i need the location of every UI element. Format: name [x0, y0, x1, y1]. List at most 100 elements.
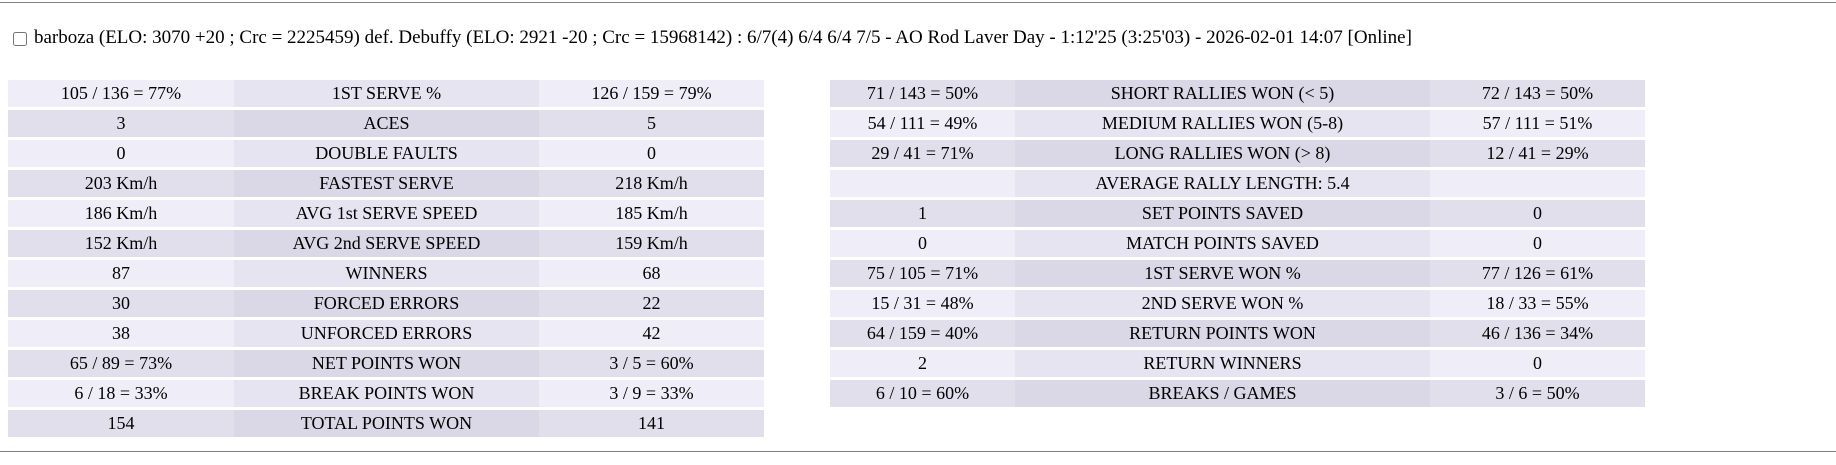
- stat-label-cell: SET POINTS SAVED: [1015, 200, 1430, 227]
- stat-label-cell: ACES: [234, 110, 539, 137]
- player2-stat-cell: 72 / 143 = 50%: [1430, 80, 1645, 107]
- player1-stat-cell: 6 / 10 = 60%: [830, 380, 1015, 407]
- player2-stat-cell: 0: [1430, 200, 1645, 227]
- stats-row: 64 / 159 = 40% RETURN POINTS WON 46 / 13…: [830, 320, 1645, 347]
- match-select-checkbox[interactable]: [13, 32, 27, 46]
- player2-stat-cell: 218 Km/h: [539, 170, 764, 197]
- stats-row: 186 Km/h AVG 1st SERVE SPEED 185 Km/h: [8, 200, 764, 227]
- stats-row: 71 / 143 = 50% SHORT RALLIES WON (< 5) 7…: [830, 80, 1645, 107]
- player2-stat-cell: 126 / 159 = 79%: [539, 80, 764, 107]
- player1-stat-cell: 15 / 31 = 48%: [830, 290, 1015, 317]
- player1-stat-cell: 105 / 136 = 77%: [8, 80, 234, 107]
- player2-stat-cell: 42: [539, 320, 764, 347]
- player1-stat-cell: 1: [830, 200, 1015, 227]
- player1-stat-cell: 87: [8, 260, 234, 287]
- stats-row: 38 UNFORCED ERRORS 42: [8, 320, 764, 347]
- player1-stat-cell: 75 / 105 = 71%: [830, 260, 1015, 287]
- player1-stat-cell: 54 / 111 = 49%: [830, 110, 1015, 137]
- player2-stat-cell: 68: [539, 260, 764, 287]
- stats-row: 54 / 111 = 49% MEDIUM RALLIES WON (5-8) …: [830, 110, 1645, 137]
- player2-stat-cell: 12 / 41 = 29%: [1430, 140, 1645, 167]
- player1-stat-cell: 65 / 89 = 73%: [8, 350, 234, 377]
- player1-stat-cell: 64 / 159 = 40%: [830, 320, 1015, 347]
- stats-row: 15 / 31 = 48% 2ND SERVE WON % 18 / 33 = …: [830, 290, 1645, 317]
- stat-label-cell: RETURN POINTS WON: [1015, 320, 1430, 347]
- stats-row: 65 / 89 = 73% NET POINTS WON 3 / 5 = 60%: [8, 350, 764, 377]
- player2-stat-cell: 0: [1430, 350, 1645, 377]
- player2-stat-cell: 185 Km/h: [539, 200, 764, 227]
- player2-stat-cell: 22: [539, 290, 764, 317]
- player2-stat-cell: 57 / 111 = 51%: [1430, 110, 1645, 137]
- top-divider: [0, 2, 1836, 3]
- stat-label-cell: AVG 2nd SERVE SPEED: [234, 230, 539, 257]
- stat-label-cell: NET POINTS WON: [234, 350, 539, 377]
- stat-label-cell: TOTAL POINTS WON: [234, 410, 539, 437]
- stats-row: 2 RETURN WINNERS 0: [830, 350, 1645, 377]
- stats-row: 87 WINNERS 68: [8, 260, 764, 287]
- stat-label-cell: 2ND SERVE WON %: [1015, 290, 1430, 317]
- serve-stats-table: 105 / 136 = 77% 1ST SERVE % 126 / 159 = …: [8, 77, 764, 440]
- player1-stat-cell: 29 / 41 = 71%: [830, 140, 1015, 167]
- player1-stat-cell: 71 / 143 = 50%: [830, 80, 1015, 107]
- stat-label-cell: RETURN WINNERS: [1015, 350, 1430, 377]
- stats-row: AVERAGE RALLY LENGTH: 5.4: [830, 170, 1645, 197]
- stats-row: 6 / 18 = 33% BREAK POINTS WON 3 / 9 = 33…: [8, 380, 764, 407]
- match-summary: barboza (ELO: 3070 +20 ; Crc = 2225459) …: [34, 27, 1412, 48]
- stats-row: 3 ACES 5: [8, 110, 764, 137]
- stat-label-cell: SHORT RALLIES WON (< 5): [1015, 80, 1430, 107]
- player1-stat-cell: 203 Km/h: [8, 170, 234, 197]
- player1-stat-cell: 30: [8, 290, 234, 317]
- player1-stat-cell: 186 Km/h: [8, 200, 234, 227]
- stats-row: 6 / 10 = 60% BREAKS / GAMES 3 / 6 = 50%: [830, 380, 1645, 407]
- stat-label-cell: WINNERS: [234, 260, 539, 287]
- player2-stat-cell: 46 / 136 = 34%: [1430, 320, 1645, 347]
- stat-label-cell: MATCH POINTS SAVED: [1015, 230, 1430, 257]
- stats-row: 1 SET POINTS SAVED 0: [830, 200, 1645, 227]
- stat-label-cell: 1ST SERVE WON %: [1015, 260, 1430, 287]
- player2-stat-cell: 159 Km/h: [539, 230, 764, 257]
- player1-stat-cell: 6 / 18 = 33%: [8, 380, 234, 407]
- stats-row: 105 / 136 = 77% 1ST SERVE % 126 / 159 = …: [8, 80, 764, 107]
- player2-stat-cell: [1430, 170, 1645, 197]
- player2-stat-cell: 18 / 33 = 55%: [1430, 290, 1645, 317]
- player2-stat-cell: 0: [539, 140, 764, 167]
- player1-stat-cell: 152 Km/h: [8, 230, 234, 257]
- stats-row: 75 / 105 = 71% 1ST SERVE WON % 77 / 126 …: [830, 260, 1645, 287]
- stats-row: 0 MATCH POINTS SAVED 0: [830, 230, 1645, 257]
- bottom-divider: [0, 451, 1836, 452]
- player1-stat-cell: [830, 170, 1015, 197]
- rally-stats-table: 71 / 143 = 50% SHORT RALLIES WON (< 5) 7…: [830, 77, 1645, 410]
- stat-label-cell: LONG RALLIES WON (> 8): [1015, 140, 1430, 167]
- stats-row: 29 / 41 = 71% LONG RALLIES WON (> 8) 12 …: [830, 140, 1645, 167]
- player1-stat-cell: 3: [8, 110, 234, 137]
- player2-stat-cell: 141: [539, 410, 764, 437]
- stats-row: 30 FORCED ERRORS 22: [8, 290, 764, 317]
- player1-stat-cell: 154: [8, 410, 234, 437]
- stat-label-cell: FASTEST SERVE: [234, 170, 539, 197]
- player2-stat-cell: 3 / 5 = 60%: [539, 350, 764, 377]
- player1-stat-cell: 2: [830, 350, 1015, 377]
- stat-label-cell: UNFORCED ERRORS: [234, 320, 539, 347]
- player2-stat-cell: 3 / 9 = 33%: [539, 380, 764, 407]
- stat-label-cell: BREAK POINTS WON: [234, 380, 539, 407]
- player2-stat-cell: 5: [539, 110, 764, 137]
- stat-label-cell: BREAKS / GAMES: [1015, 380, 1430, 407]
- stats-row: 152 Km/h AVG 2nd SERVE SPEED 159 Km/h: [8, 230, 764, 257]
- stats-row: 0 DOUBLE FAULTS 0: [8, 140, 764, 167]
- stats-row: 154 TOTAL POINTS WON 141: [8, 410, 764, 437]
- player2-stat-cell: 0: [1430, 230, 1645, 257]
- player2-stat-cell: 77 / 126 = 61%: [1430, 260, 1645, 287]
- player1-stat-cell: 0: [830, 230, 1015, 257]
- player1-stat-cell: 0: [8, 140, 234, 167]
- stat-label-cell: MEDIUM RALLIES WON (5-8): [1015, 110, 1430, 137]
- stat-label-cell: AVG 1st SERVE SPEED: [234, 200, 539, 227]
- player2-stat-cell: 3 / 6 = 50%: [1430, 380, 1645, 407]
- stats-row: 203 Km/h FASTEST SERVE 218 Km/h: [8, 170, 764, 197]
- stat-label-cell: AVERAGE RALLY LENGTH: 5.4: [1015, 170, 1430, 197]
- match-header: barboza (ELO: 3070 +20 ; Crc = 2225459) …: [13, 27, 1412, 49]
- player1-stat-cell: 38: [8, 320, 234, 347]
- stat-label-cell: FORCED ERRORS: [234, 290, 539, 317]
- stat-label-cell: DOUBLE FAULTS: [234, 140, 539, 167]
- stat-label-cell: 1ST SERVE %: [234, 80, 539, 107]
